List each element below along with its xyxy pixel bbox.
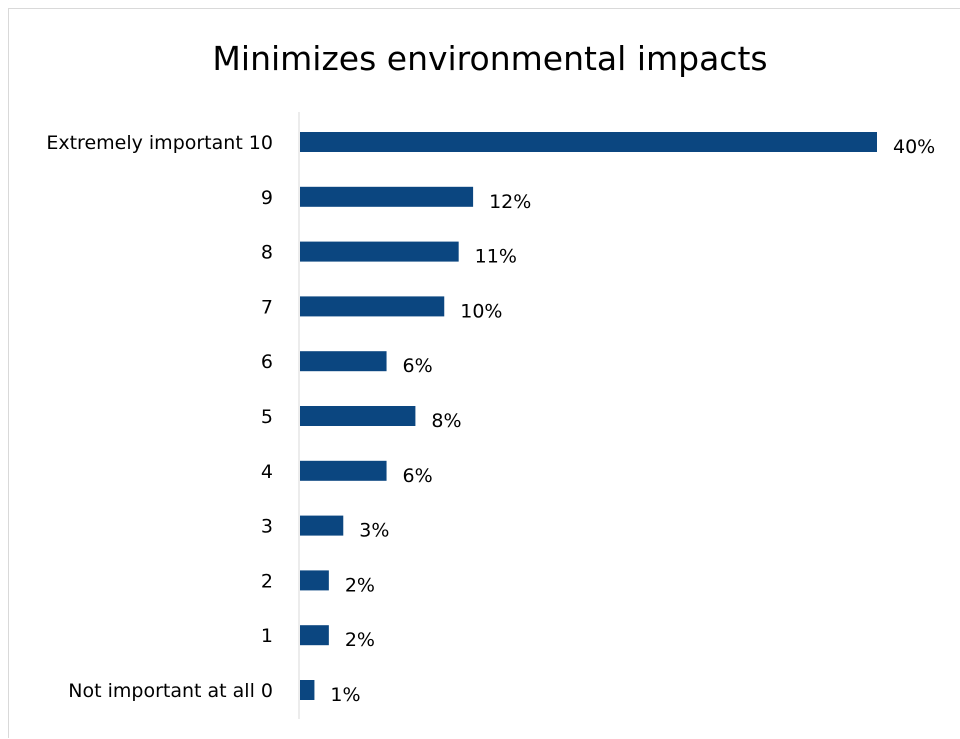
chart-frame: Minimizes environmental impacts Extremel… bbox=[8, 8, 960, 738]
category-tick-label: Not important at all 0 bbox=[68, 680, 273, 702]
category-tick-label: 8 bbox=[261, 242, 273, 264]
category-tick-label: 1 bbox=[261, 625, 273, 647]
bar bbox=[300, 296, 445, 317]
category-tick-label: 7 bbox=[261, 296, 273, 318]
bar bbox=[300, 351, 387, 372]
bar bbox=[300, 570, 329, 591]
category-tick-label: 2 bbox=[261, 570, 273, 592]
bar-data-label: 1% bbox=[330, 684, 360, 706]
category-tick-label: 3 bbox=[261, 516, 273, 538]
bar bbox=[300, 515, 344, 536]
bar bbox=[300, 460, 387, 481]
bar-data-label: 2% bbox=[345, 629, 375, 651]
bar-data-label: 10% bbox=[460, 300, 502, 322]
bar-data-label: 3% bbox=[359, 520, 389, 542]
category-tick-label: 5 bbox=[261, 406, 273, 428]
data-labels: 40% 12% 11% 10% 6% 8% 6% 3% 2% 2% 1% bbox=[330, 136, 935, 706]
bar-data-label: 8% bbox=[431, 410, 461, 432]
category-tick-label: 9 bbox=[261, 187, 273, 209]
bar bbox=[300, 625, 329, 646]
bar bbox=[300, 680, 315, 700]
bar-data-label: 6% bbox=[403, 355, 433, 377]
bar-data-label: 6% bbox=[403, 465, 433, 487]
bar-chart: Minimizes environmental impacts Extremel… bbox=[46, 39, 935, 719]
bar-data-label: 12% bbox=[489, 191, 531, 213]
bar bbox=[300, 132, 877, 152]
bar-data-label: 2% bbox=[345, 574, 375, 596]
bar bbox=[300, 186, 474, 207]
category-tick-label: Extremely important 10 bbox=[46, 132, 273, 154]
chart-title: Minimizes environmental impacts bbox=[212, 39, 767, 78]
bar bbox=[300, 406, 416, 426]
category-tick-label: 6 bbox=[261, 351, 273, 373]
bar bbox=[300, 241, 459, 262]
bars-group bbox=[300, 132, 877, 700]
category-tick-labels: Extremely important 10 9 8 7 6 5 4 3 2 1 Not impor… bbox=[46, 132, 273, 702]
bar-data-label: 11% bbox=[475, 246, 517, 268]
category-tick-label: 4 bbox=[261, 461, 273, 483]
bar-data-label: 40% bbox=[893, 136, 935, 158]
